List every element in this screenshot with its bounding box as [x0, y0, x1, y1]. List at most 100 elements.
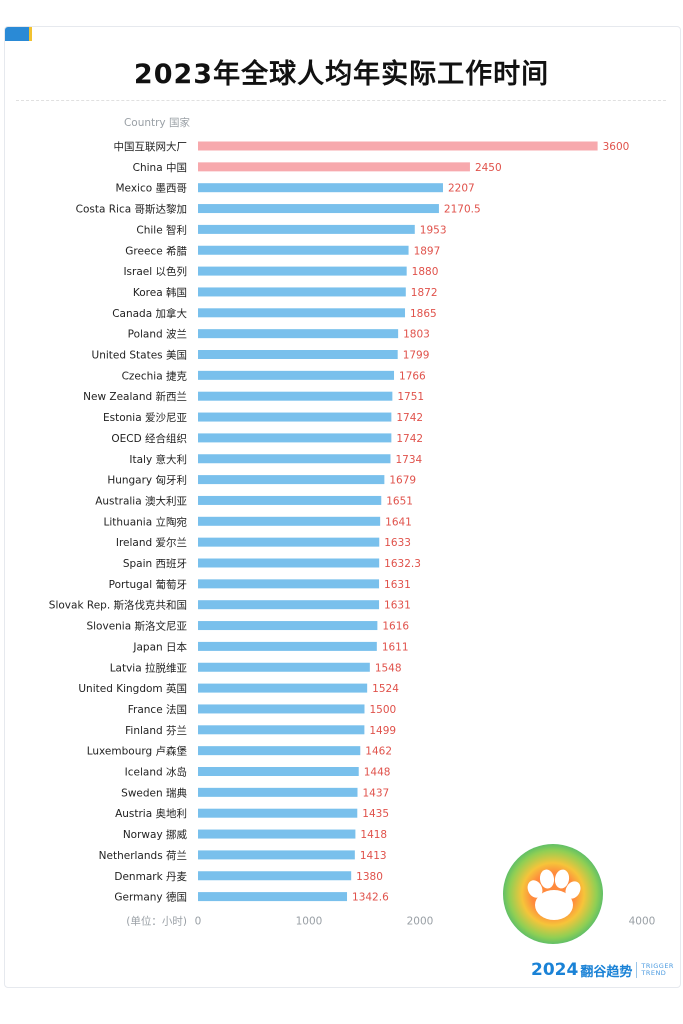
- category-label: Denmark 丹麦: [114, 871, 187, 883]
- bar: [198, 433, 392, 443]
- value-label: 1751: [397, 391, 424, 403]
- category-header: Country 国家: [124, 116, 191, 129]
- value-label: 1462: [365, 746, 392, 758]
- value-label: 1641: [385, 516, 412, 528]
- bar: [198, 641, 377, 651]
- category-label: Hungary 匈牙利: [107, 474, 187, 487]
- brand-tag-line1: TRIGGER: [641, 962, 674, 970]
- unit-label: (单位：小时): [126, 915, 187, 928]
- bar: [198, 704, 365, 714]
- category-label: Czechia 捷克: [122, 369, 188, 382]
- bar: [198, 558, 380, 568]
- bar: [198, 412, 392, 422]
- category-label: Chile 智利: [136, 223, 187, 236]
- title-divider: [16, 100, 666, 101]
- value-label: 1418: [360, 829, 387, 841]
- category-label: OECD 经合组织: [111, 432, 187, 445]
- bar: [198, 600, 380, 610]
- value-label: 1865: [410, 308, 437, 320]
- category-label: Korea 韩国: [133, 286, 187, 299]
- x-tick-label: 1000: [296, 916, 323, 928]
- value-label: 3600: [603, 141, 630, 153]
- category-label: Lithuania 立陶宛: [104, 515, 187, 528]
- bar: [198, 350, 398, 359]
- category-label: Japan 日本: [132, 640, 187, 653]
- value-label: 1742: [396, 412, 423, 424]
- bar: [198, 516, 381, 526]
- bar: [198, 621, 378, 631]
- value-label: 1633: [384, 537, 411, 549]
- category-label: United Kingdom 英国: [78, 682, 187, 695]
- value-label: 1380: [356, 871, 383, 883]
- page-title: 2023年全球人均年实际工作时间: [133, 59, 550, 90]
- bar: [198, 454, 391, 464]
- x-tick-label: 4000: [629, 916, 656, 928]
- bar: [198, 204, 439, 214]
- corner-tab-decoration: [5, 27, 32, 41]
- value-label: 1651: [386, 495, 413, 507]
- category-label: Luxembourg 卢森堡: [87, 745, 188, 758]
- bar: [198, 871, 352, 881]
- bar: [198, 662, 370, 672]
- bar: [198, 245, 409, 255]
- brand-logo: 2024 翻谷趋势 TRIGGER TREND: [531, 958, 674, 982]
- category-label: Australia 澳大利亚: [95, 494, 187, 507]
- category-label: France 法国: [128, 703, 187, 716]
- value-label: 1631: [384, 600, 411, 612]
- bar: [198, 224, 415, 234]
- category-label: Mexico 墨西哥: [115, 183, 187, 195]
- value-label: 2207: [448, 183, 475, 195]
- bar: [198, 475, 385, 485]
- value-label: 1742: [396, 433, 423, 445]
- value-label: 1803: [403, 329, 430, 341]
- paw-badge: [503, 844, 603, 944]
- x-tick-label: 0: [195, 916, 202, 928]
- bar: [198, 725, 365, 735]
- value-label: 1872: [411, 287, 438, 299]
- category-label: Israel 以色列: [123, 265, 187, 278]
- value-label: 1616: [382, 621, 409, 633]
- value-label: 1413: [360, 850, 387, 862]
- bar: [198, 308, 406, 318]
- value-label: 1632.3: [384, 558, 421, 570]
- category-label: 中国互联网大厂: [114, 140, 188, 153]
- category-label: New Zealand 新西兰: [83, 390, 187, 403]
- category-label: Latvia 拉脱维亚: [110, 661, 188, 674]
- category-label: Finland 芬兰: [125, 724, 187, 737]
- value-label: 1435: [362, 808, 389, 820]
- bar: [198, 767, 359, 776]
- bar: [198, 266, 407, 276]
- value-label: 1766: [399, 370, 426, 382]
- category-label: United States 美国: [92, 349, 187, 362]
- value-label: 1500: [370, 704, 397, 716]
- category-label: Poland 波兰: [128, 328, 187, 341]
- brand-tag-line2: TREND: [641, 969, 667, 977]
- bar: [198, 850, 355, 860]
- bar: [198, 495, 382, 505]
- bar: [198, 537, 380, 547]
- paw-icon: [527, 869, 581, 920]
- value-label: 1880: [412, 266, 439, 278]
- value-label: 1799: [403, 350, 430, 362]
- bar: [198, 683, 368, 693]
- value-label: 1679: [389, 475, 416, 487]
- value-label: 1499: [369, 725, 396, 737]
- brand-name: 翻谷趋势: [580, 964, 633, 980]
- value-label: 1897: [414, 245, 441, 257]
- brand-separator: [636, 962, 638, 978]
- value-label: 1631: [384, 579, 411, 591]
- bar: [198, 370, 395, 380]
- value-label: 1524: [372, 683, 399, 695]
- brand-tagline: TRIGGER TREND: [641, 963, 674, 977]
- category-label: Norway 挪威: [123, 828, 188, 841]
- brand-year: 2024: [531, 960, 579, 980]
- category-label: Canada 加拿大: [112, 307, 187, 320]
- x-tick-label: 2000: [407, 916, 434, 928]
- category-label: Spain 西班牙: [123, 558, 187, 570]
- bar: [198, 579, 380, 589]
- value-label: 1437: [363, 787, 390, 799]
- value-label: 2170.5: [444, 204, 481, 216]
- bar: [198, 329, 399, 339]
- category-label: Ireland 爱尔兰: [116, 536, 187, 549]
